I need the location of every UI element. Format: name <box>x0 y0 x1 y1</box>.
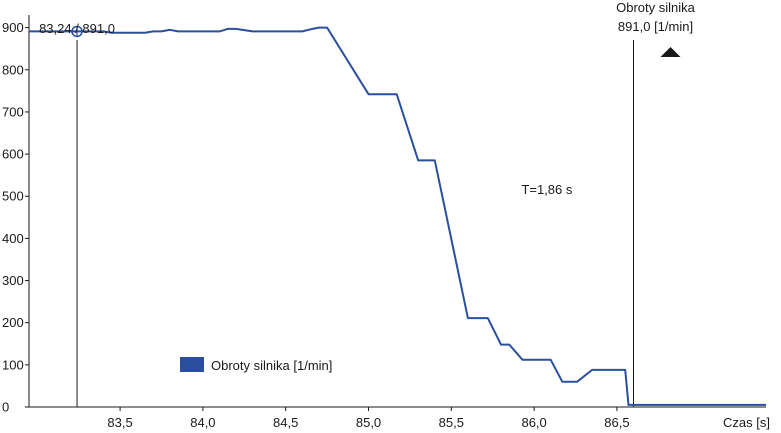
x-tick-label: 84,5 <box>273 415 298 430</box>
annotation-duration: T=1,86 s <box>521 182 572 197</box>
end-marker-label-title: Obroty silnika <box>616 0 696 15</box>
x-axis: 83,5 84,0 84,5 85,0 85,5 86,0 86,5 Czas [s] <box>29 406 770 430</box>
y-tick-label: 0 <box>2 400 9 415</box>
legend: Obroty silnika [1/min] <box>180 357 332 373</box>
x-tick-label: 84,0 <box>190 415 215 430</box>
x-axis-label: Czas [s] <box>723 415 770 430</box>
y-tick-label: 800 <box>2 62 24 77</box>
x-tick-label: 85,5 <box>439 415 464 430</box>
end-marker-label-value: 891,0 [1/min] <box>618 19 693 34</box>
y-tick-label: 900 <box>2 20 24 35</box>
y-tick-label: 700 <box>2 104 24 119</box>
cursor-readout: 83,24 / 891,0 <box>39 21 115 36</box>
y-tick-label: 600 <box>2 147 24 162</box>
y-tick-label: 400 <box>2 231 24 246</box>
triangle-up-icon[interactable] <box>660 47 681 57</box>
x-tick-label: 83,5 <box>107 415 132 430</box>
y-tick-label: 300 <box>2 273 24 288</box>
cursor-marker[interactable] <box>71 25 83 38</box>
y-tick-label: 100 <box>2 357 24 372</box>
y-tick-label: 500 <box>2 189 24 204</box>
x-tick-label: 86,5 <box>604 415 629 430</box>
y-tick-label: 200 <box>2 315 24 330</box>
legend-label: Obroty silnika [1/min] <box>211 358 332 373</box>
series-group <box>29 26 766 406</box>
y-axis: 0 100 200 300 400 500 600 700 800 900 <box>2 15 30 415</box>
legend-swatch <box>180 357 204 372</box>
x-tick-label: 86,0 <box>521 415 546 430</box>
x-tick-label: 85,0 <box>356 415 381 430</box>
series-line <box>29 26 766 406</box>
